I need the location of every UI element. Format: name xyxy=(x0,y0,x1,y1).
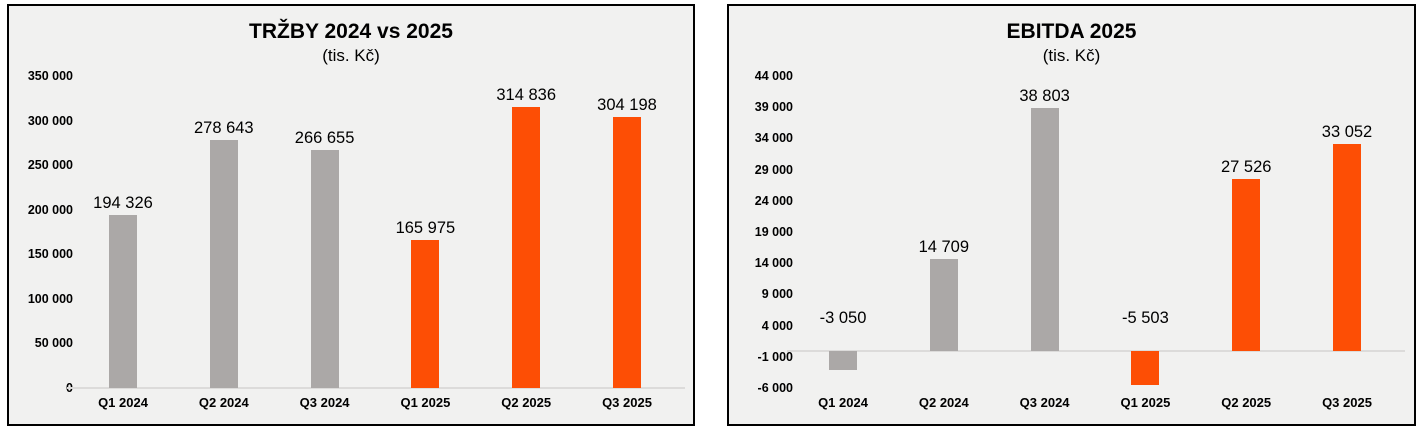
y-tick-label: 0 xyxy=(11,380,73,396)
y-tick-label: 29 000 xyxy=(754,162,793,177)
y-tick-label: 350 000 xyxy=(27,69,73,83)
bar xyxy=(829,350,857,370)
plot-area: -6 000 -1 000 4 000 9 000 14 000 19 000 24 000… xyxy=(729,6,1414,424)
bar-value-label: -3 050 xyxy=(819,308,867,327)
bar xyxy=(209,139,238,388)
y-tick-label: 19 000 xyxy=(754,225,793,239)
x-category-label: Q1 2025 xyxy=(400,395,451,410)
bar-value-label: 33 052 xyxy=(1321,123,1373,142)
bar xyxy=(512,107,541,388)
bar-value-label: 194 326 xyxy=(93,193,153,212)
plot-area: 0 50 000 100 000 150 000 200 000 250 000 300 0… xyxy=(9,6,693,424)
y-tick-label: -1 000 xyxy=(757,349,793,364)
y-tick-label: 50 000 xyxy=(34,336,73,351)
x-category-label: Q2 2024 xyxy=(918,395,969,410)
bar xyxy=(613,116,641,388)
bar xyxy=(1030,108,1059,351)
y-tick-label: 4 000 xyxy=(761,318,793,333)
bar-value-label: 304 198 xyxy=(597,95,657,114)
bar xyxy=(1131,350,1160,385)
y-tick-label: 9 000 xyxy=(761,287,793,302)
y-tick-label: 200 000 xyxy=(27,202,73,217)
x-category-label: Q3 2025 xyxy=(602,395,652,410)
y-tick-label: 300 000 xyxy=(27,113,73,128)
bar-value-label: 14 709 xyxy=(918,237,970,256)
y-tick-label: 250 000 xyxy=(27,158,73,173)
x-category-label: Q3 2024 xyxy=(299,395,350,410)
x-category-label: Q2 2025 xyxy=(501,395,552,410)
bar-value-label: 278 643 xyxy=(193,118,254,137)
y-tick-label: 150 000 xyxy=(27,247,73,262)
chart-subtitle: (tis. Kč) xyxy=(1042,46,1101,65)
x-category-label: Q1 2024 xyxy=(818,395,868,410)
bar-value-label: 314 836 xyxy=(496,86,557,105)
bar xyxy=(1333,144,1361,351)
y-tick-label: 14 000 xyxy=(754,256,793,271)
chart-title: EBITDA 2025 xyxy=(1006,20,1137,43)
bar xyxy=(929,258,958,351)
y-tick-label: 39 000 xyxy=(754,100,793,115)
bar xyxy=(310,150,339,388)
x-category-label: Q3 2024 xyxy=(1019,395,1070,410)
zero-axis-line xyxy=(67,387,685,389)
chart-subtitle: (tis. Kč) xyxy=(322,46,380,65)
x-category-label: Q2 2025 xyxy=(1221,395,1272,410)
y-tick-label: 44 000 xyxy=(754,69,793,83)
bar xyxy=(109,214,137,388)
y-tick-label: 34 000 xyxy=(754,131,793,146)
bar xyxy=(1232,178,1261,351)
bar-value-label: 165 975 xyxy=(395,219,456,238)
zero-axis-line xyxy=(787,349,1405,352)
ebitda-chart-panel: EBITDA 2025 (tis. Kč) -6 000 -1 000 4 000 9… xyxy=(727,4,1416,426)
bar xyxy=(411,240,440,388)
x-category-label: Q3 2025 xyxy=(1322,395,1372,410)
chart-title: TRŽBY 2024 vs 2025 xyxy=(249,20,453,43)
x-category-label: Q1 2025 xyxy=(1120,395,1171,410)
bar-value-label: 266 655 xyxy=(294,129,355,148)
y-tick-label: 24 000 xyxy=(754,193,793,208)
bar-value-label: 38 803 xyxy=(1019,87,1070,106)
x-category-label: Q2 2024 xyxy=(198,395,249,410)
bar-value-label: -5 503 xyxy=(1121,308,1169,327)
x-category-label: Q1 2024 xyxy=(98,395,148,410)
revenue-chart-panel: TRŽBY 2024 vs 2025 (tis. Kč) 0 50 000 100 … xyxy=(7,4,695,426)
bar-value-label: 27 526 xyxy=(1220,157,1272,176)
y-tick-label: 100 000 xyxy=(27,291,73,306)
y-tick-label: -6 000 xyxy=(757,381,793,395)
